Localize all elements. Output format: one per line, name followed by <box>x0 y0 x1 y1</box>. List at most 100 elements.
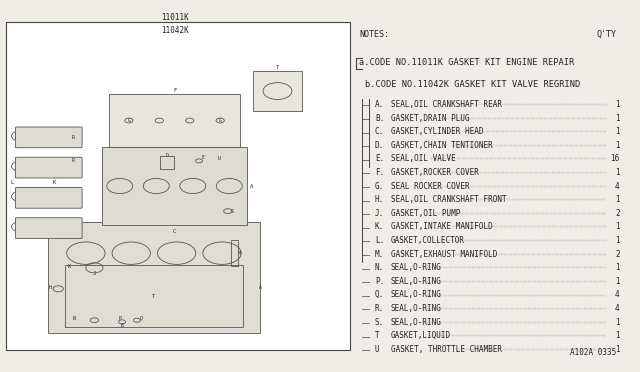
Text: A: A <box>250 183 253 189</box>
Text: 1: 1 <box>615 277 620 286</box>
Text: SEAL,O-RING: SEAL,O-RING <box>391 318 442 327</box>
Text: 1: 1 <box>615 113 620 122</box>
Text: B.: B. <box>375 113 384 122</box>
Text: 11011K: 11011K <box>161 13 189 22</box>
FancyBboxPatch shape <box>15 218 82 238</box>
Text: 1: 1 <box>615 195 620 204</box>
Text: GASKET,LIQUID: GASKET,LIQUID <box>391 331 451 340</box>
Text: 1: 1 <box>615 168 620 177</box>
Text: C: C <box>173 229 176 234</box>
Text: S.: S. <box>375 318 384 327</box>
Text: GASKET,ROCKER COVER: GASKET,ROCKER COVER <box>391 168 479 177</box>
Text: N.: N. <box>375 263 384 272</box>
Text: 1: 1 <box>615 331 620 340</box>
Text: 4: 4 <box>615 291 620 299</box>
Text: 1: 1 <box>615 127 620 136</box>
Bar <box>6 22 349 350</box>
Text: N: N <box>72 316 75 321</box>
Bar <box>109 94 240 147</box>
Text: T: T <box>375 331 384 340</box>
Text: 1: 1 <box>615 222 620 231</box>
Text: GASKET,CHAIN TENTIONER: GASKET,CHAIN TENTIONER <box>391 141 493 150</box>
Text: Q: Q <box>140 315 143 321</box>
Text: SEAL,O-RING: SEAL,O-RING <box>391 291 442 299</box>
Text: D.: D. <box>375 141 384 150</box>
FancyBboxPatch shape <box>15 127 82 148</box>
Text: SEAL,OIL CRANKSHAFT REAR: SEAL,OIL CRANKSHAFT REAR <box>391 100 502 109</box>
Text: GASKET,OIL PUMP: GASKET,OIL PUMP <box>391 209 460 218</box>
Text: P.: P. <box>375 277 384 286</box>
Text: B: B <box>120 323 124 328</box>
Text: R: R <box>72 135 75 140</box>
Text: 1: 1 <box>615 345 620 354</box>
Text: H.: H. <box>375 195 384 204</box>
Text: G.: G. <box>375 182 384 190</box>
Text: K: K <box>52 180 56 185</box>
Text: M.: M. <box>375 250 384 259</box>
Text: L: L <box>10 180 13 185</box>
Text: 16: 16 <box>611 154 620 163</box>
Text: J: J <box>93 271 96 276</box>
Bar <box>47 222 260 333</box>
Text: b.CODE NO.11042K GASKET KIT VALVE REGRIND: b.CODE NO.11042K GASKET KIT VALVE REGRIN… <box>365 80 580 89</box>
Text: U: U <box>375 345 384 354</box>
Text: GASKET,CYLINDER HEAD: GASKET,CYLINDER HEAD <box>391 127 483 136</box>
Text: L.: L. <box>375 236 384 245</box>
Text: GASKET,COLLECTOR: GASKET,COLLECTOR <box>391 236 465 245</box>
Text: K.: K. <box>375 222 384 231</box>
Text: SEAL,OIL VALVE: SEAL,OIL VALVE <box>391 154 456 163</box>
Text: NOTES:: NOTES: <box>359 30 389 39</box>
Text: 1: 1 <box>615 141 620 150</box>
Text: SEAL,OIL CRANKSHAFT FRONT: SEAL,OIL CRANKSHAFT FRONT <box>391 195 506 204</box>
Text: Q'TY: Q'TY <box>596 30 616 39</box>
Text: 1: 1 <box>615 236 620 245</box>
Text: 2: 2 <box>615 250 620 259</box>
Text: E: E <box>202 154 205 160</box>
Text: GASKET,DRAIN PLUG: GASKET,DRAIN PLUG <box>391 113 470 122</box>
Text: M: M <box>238 251 241 256</box>
Text: F: F <box>173 88 176 93</box>
Text: R: R <box>72 158 75 163</box>
Text: a.CODE NO.11011K GASKET KIT ENGINE REPAIR: a.CODE NO.11011K GASKET KIT ENGINE REPAI… <box>359 58 574 67</box>
Text: GASKET, THROTTLE CHAMBER: GASKET, THROTTLE CHAMBER <box>391 345 502 354</box>
Text: 4: 4 <box>615 304 620 313</box>
Text: T: T <box>152 294 156 298</box>
Text: GASKET,EXHAUST MANIFOLD: GASKET,EXHAUST MANIFOLD <box>391 250 497 259</box>
Text: K: K <box>67 264 70 269</box>
Text: F.: F. <box>375 168 384 177</box>
Text: T: T <box>276 65 279 70</box>
Bar <box>102 147 246 225</box>
Text: E.: E. <box>375 154 384 163</box>
Text: G: G <box>219 118 221 123</box>
Text: J.: J. <box>375 209 384 218</box>
Text: R.: R. <box>375 304 384 313</box>
Text: GASKET,INTAKE MANIFOLD: GASKET,INTAKE MANIFOLD <box>391 222 493 231</box>
Text: 1: 1 <box>615 318 620 327</box>
Text: P: P <box>118 316 121 321</box>
Text: 2: 2 <box>615 209 620 218</box>
Bar <box>231 240 238 266</box>
Bar <box>253 71 301 111</box>
FancyBboxPatch shape <box>15 187 82 208</box>
Text: A.: A. <box>375 100 384 109</box>
Text: D: D <box>166 153 169 158</box>
Bar <box>65 265 243 327</box>
Text: Q.: Q. <box>375 291 384 299</box>
Text: 1: 1 <box>615 100 620 109</box>
Bar <box>161 156 174 169</box>
Text: H: H <box>49 285 52 290</box>
Text: A: A <box>259 285 262 290</box>
Text: SEAL,O-RING: SEAL,O-RING <box>391 304 442 313</box>
FancyBboxPatch shape <box>15 157 82 178</box>
Text: G: G <box>127 118 131 123</box>
Text: 11042K: 11042K <box>161 26 189 35</box>
Text: 1: 1 <box>615 263 620 272</box>
Text: SEAL ROCKER COVER: SEAL ROCKER COVER <box>391 182 470 190</box>
Text: 4: 4 <box>615 182 620 190</box>
Text: A102A 0335: A102A 0335 <box>570 348 616 357</box>
Text: S: S <box>231 209 234 215</box>
Text: SEAL,O-RING: SEAL,O-RING <box>391 263 442 272</box>
Text: U: U <box>218 156 221 161</box>
Text: C.: C. <box>375 127 384 136</box>
Text: SEAL,O-RING: SEAL,O-RING <box>391 277 442 286</box>
